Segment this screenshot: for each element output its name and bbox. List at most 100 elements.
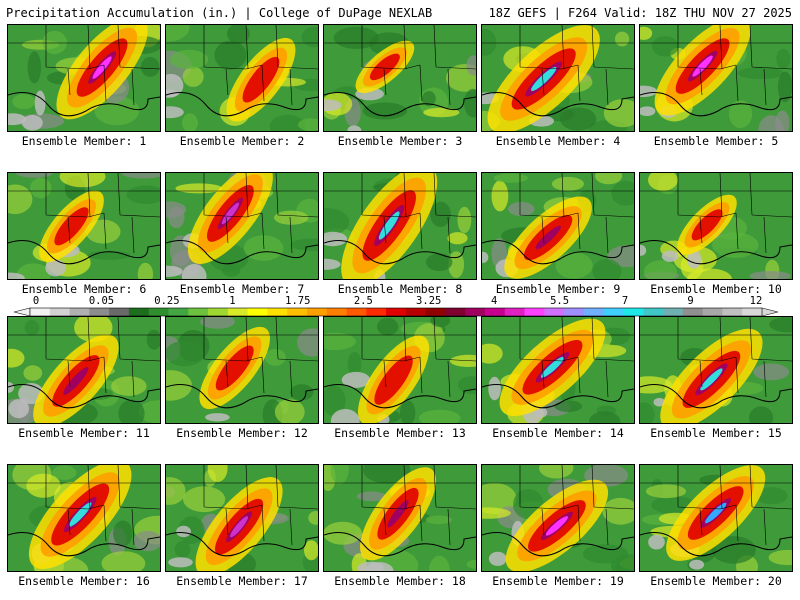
colorbar-segment [623, 308, 644, 316]
colorbar-outline [29, 307, 763, 317]
precip-field [8, 25, 160, 131]
colorbar-segment [188, 308, 209, 316]
precip-map-panel [481, 172, 635, 280]
precip-map-panel [7, 24, 161, 132]
member-label: Ensemble Member: 19 [492, 574, 624, 588]
precip-map-panel [7, 172, 161, 280]
precip-map-panel [7, 464, 161, 572]
colorbar-segment [405, 308, 427, 316]
colorbar-segment [603, 308, 624, 316]
member-label: Ensemble Member: 2 [179, 134, 305, 148]
precip-field [640, 317, 792, 423]
colorbar-segment [583, 308, 605, 316]
colorbar-segment [485, 308, 506, 316]
colorbar-segment [148, 308, 169, 316]
precip-field [166, 465, 318, 571]
colorbar-segment [109, 308, 130, 316]
member-label: Ensemble Member: 1 [21, 134, 147, 148]
colorbar-segment [287, 308, 308, 316]
colorbar-tick-label: 0 [33, 295, 39, 307]
precip-field [166, 173, 318, 279]
colorbar-segment [69, 308, 90, 316]
colorbar-tick-label: 2.5 [354, 295, 373, 307]
colorbar-tick-label: 4 [491, 295, 497, 307]
colorbar-tick-label: 1 [229, 295, 235, 307]
colorbar-segment [306, 308, 328, 316]
colorbar-segment [49, 308, 70, 316]
member-label: Ensemble Member: 15 [650, 426, 782, 440]
colorbar-segment [30, 308, 51, 316]
precip-map-panel [323, 316, 477, 424]
colorbar-segment [722, 308, 743, 316]
member-label: Ensemble Member: 3 [337, 134, 463, 148]
colorbar-segment [227, 308, 249, 316]
colorbar-tick-label: 0.05 [89, 295, 114, 307]
colorbar-legend: 0 0.05 0.25 1 1.75 2.5 3.25 4 5.5 7 9 12 [13, 295, 786, 320]
colorbar-segment [524, 308, 545, 316]
precip-field [482, 317, 634, 423]
colorbar-segment [544, 308, 565, 316]
member-label: Ensemble Member: 11 [18, 426, 150, 440]
member-label: Ensemble Member: 6 [21, 282, 147, 296]
precip-field [8, 317, 160, 423]
precip-field [324, 465, 476, 571]
colorbar-svg: 0 0.05 0.25 1 1.75 2.5 3.25 4 5.5 7 9 12 [13, 295, 779, 317]
colorbar-tick-label: 7 [622, 295, 628, 307]
colorbar-segment [326, 308, 347, 316]
colorbar-segment [445, 308, 466, 316]
precip-field [324, 173, 476, 279]
member-label: Ensemble Member: 18 [334, 574, 466, 588]
colorbar-segment [564, 308, 585, 316]
colorbar-left-arrow [13, 307, 31, 317]
precip-map-panel [323, 172, 477, 280]
run-info: 18Z GEFS | F264 Valid: 18Z THU NOV 27 20… [488, 6, 792, 20]
colorbar-tick-label: 5.5 [550, 295, 569, 307]
colorbar-tick-label: 1.75 [285, 295, 310, 307]
colorbar-segment [663, 308, 684, 316]
colorbar-tick-label: 3.25 [416, 295, 441, 307]
colorbar-segment [168, 308, 189, 316]
precip-map-panel [165, 24, 319, 132]
member-label: Ensemble Member: 14 [492, 426, 624, 440]
colorbar-segment [386, 308, 407, 316]
member-label: Ensemble Member: 16 [18, 574, 150, 588]
member-label: Ensemble Member: 9 [495, 282, 621, 296]
precip-map-panel [481, 316, 635, 424]
member-label: Ensemble Member: 4 [495, 134, 621, 148]
member-label: Ensemble Member: 5 [653, 134, 779, 148]
precip-field [640, 465, 792, 571]
precip-map-panel [323, 24, 477, 132]
member-label: Ensemble Member: 8 [337, 282, 463, 296]
colorbar-tick-label: 12 [750, 295, 763, 307]
colorbar-segment [643, 308, 664, 316]
precip-map-panel [639, 24, 793, 132]
colorbar-segment [366, 308, 387, 316]
precip-field [8, 173, 160, 279]
colorbar-segment [465, 308, 486, 316]
colorbar-segment [89, 308, 110, 316]
colorbar-segment [208, 308, 229, 316]
precip-map-panel [639, 316, 793, 424]
member-label: Ensemble Member: 10 [650, 282, 782, 296]
member-label: Ensemble Member: 17 [176, 574, 308, 588]
member-label: Ensemble Member: 7 [179, 282, 305, 296]
precip-field [8, 465, 160, 571]
colorbar-segment [247, 308, 268, 316]
colorbar-segment [267, 308, 288, 316]
precip-field [482, 465, 634, 571]
colorbar-segment [346, 308, 367, 316]
colorbar-segment [504, 308, 525, 316]
precip-field [166, 25, 318, 131]
colorbar-segment [425, 308, 446, 316]
precip-map-panel [7, 316, 161, 424]
precip-field [324, 25, 476, 131]
colorbar-segment [702, 308, 723, 316]
precip-field [166, 317, 318, 423]
colorbar-tick-label: 0.25 [154, 295, 179, 307]
member-label: Ensemble Member: 20 [650, 574, 782, 588]
member-label: Ensemble Member: 13 [334, 426, 466, 440]
precip-map-panel [481, 24, 635, 132]
precip-map-panel [481, 464, 635, 572]
colorbar-segment [128, 308, 150, 316]
member-label: Ensemble Member: 12 [176, 426, 308, 440]
